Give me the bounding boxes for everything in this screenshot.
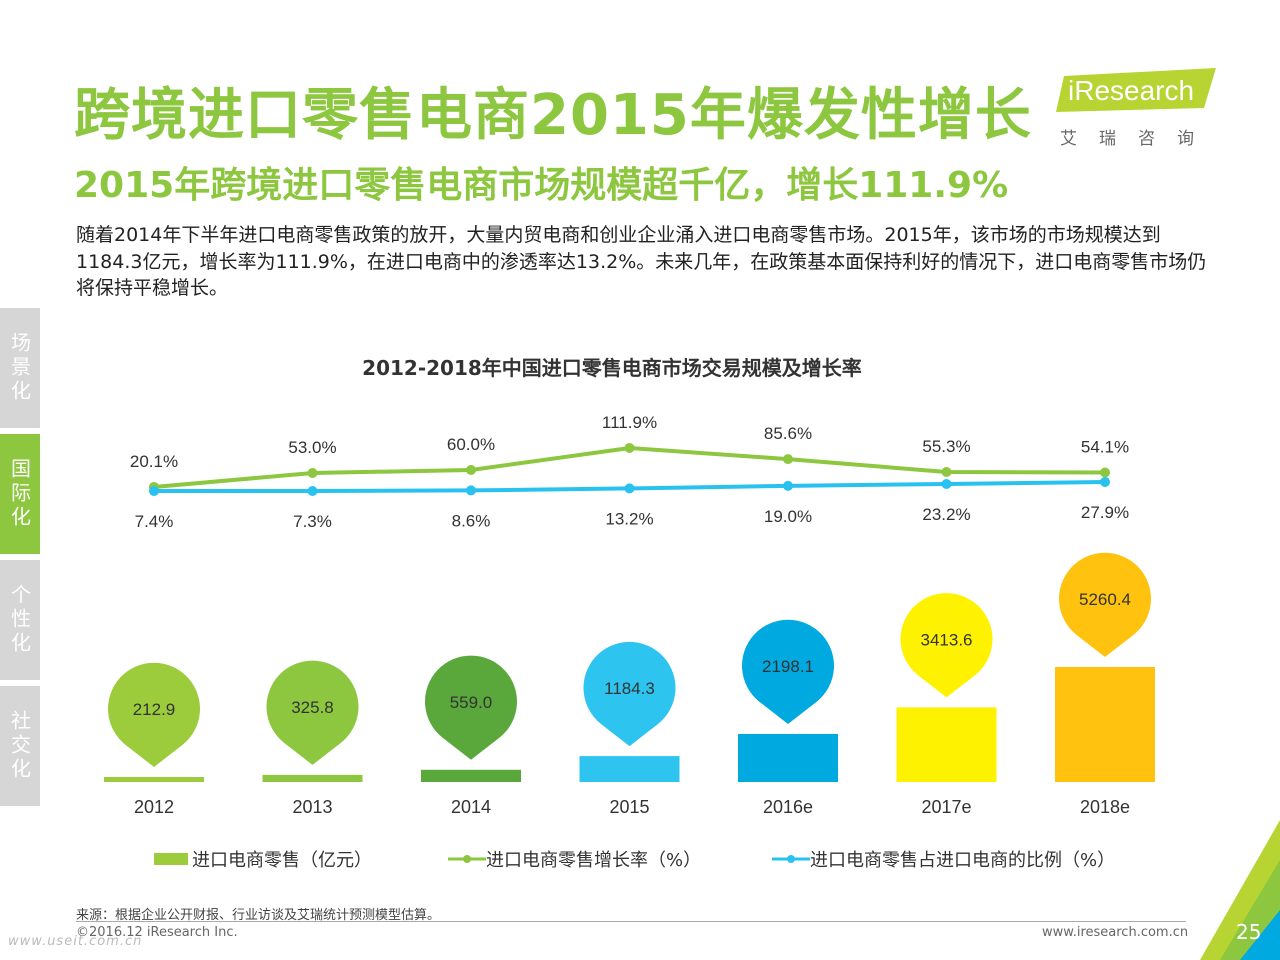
growth-label-2014: 60.0% (447, 435, 495, 454)
share-label-2018e: 27.9% (1081, 503, 1129, 522)
bar-value-label-2015: 1184.3 (604, 679, 655, 698)
copyright-text: ©2016.12 iResearch Inc. (76, 925, 238, 940)
bar-2012 (104, 777, 204, 782)
value-pin-2015 (583, 641, 676, 747)
legend-share-label: 进口电商零售占进口电商的比例（%） (810, 850, 1116, 871)
growth-label-2015: 111.9% (602, 413, 657, 432)
intro-paragraph: 随着2014年下半年进口电商零售政策的放开，大量内贸电商和创业企业涌入进口电商零… (76, 224, 1207, 299)
growth-point-2018e (1100, 467, 1110, 478)
iresearch-logo: iResearch (1056, 68, 1226, 148)
bar-2013 (262, 774, 363, 782)
growth-point-2016e (783, 454, 793, 465)
growth-point-2014 (466, 465, 476, 476)
share-label-2017e: 23.2% (922, 505, 970, 524)
x-tick-label-2013: 2013 (292, 797, 332, 817)
growth-label-2013: 53.0% (288, 438, 336, 457)
bar-value-label-2017e: 3413.6 (921, 630, 973, 649)
value-pin-2012 (108, 662, 200, 767)
share-point-2016e (783, 480, 793, 491)
growth-point-2017e (941, 467, 952, 478)
growth-point-2013 (307, 467, 318, 478)
share-point-2014 (466, 485, 476, 496)
share-point-2013 (307, 485, 318, 496)
growth-label-2012: 20.1% (130, 452, 178, 471)
x-tick-label-2017e: 2017e (921, 797, 971, 817)
value-pin-2013 (266, 660, 359, 765)
legend-item-bar: 进口电商零售（亿元） (154, 846, 372, 872)
x-tick-label-2012: 2012 (134, 797, 174, 817)
page-subtitle: 2015年跨境进口零售电商市场规模超千亿，增长111.9% (74, 165, 1009, 206)
sidenav-item-international[interactable]: 国际化 (0, 434, 40, 554)
sidenav-item-personalized[interactable]: 个性化 (0, 560, 40, 680)
bar-value-label-2016e: 2198.1 (762, 657, 814, 676)
legend-bar-swatch (154, 853, 188, 865)
share-point-2018e (1100, 476, 1110, 487)
growth-label-2017e: 55.3% (922, 437, 970, 456)
bar-2017e (896, 707, 997, 782)
bar-2014 (421, 769, 521, 782)
bar-2015 (579, 756, 680, 782)
page-number: 25 (1236, 920, 1262, 944)
x-tick-label-2016e: 2016e (763, 797, 813, 817)
share-point-2017e (941, 479, 952, 490)
value-pin-2016e (742, 619, 835, 724)
website-link[interactable]: www.iresearch.com.cn (1042, 925, 1189, 940)
logo-cn-text: 艾瑞咨询 (1060, 129, 1216, 149)
share-label-2014: 8.6% (452, 511, 491, 530)
chart-title: 2012-2018年中国进口零售电商市场交易规模及增长率 (362, 356, 862, 380)
bar-2018e (1055, 667, 1155, 782)
share-point-2012 (149, 485, 159, 496)
logo-icon: iResearch (1056, 68, 1216, 112)
bar-value-label-2018e: 5260.4 (1079, 590, 1131, 609)
legend-item-share: 进口电商零售占进口电商的比例（%） (772, 846, 1115, 872)
bar-value-label-2014: 559.0 (450, 693, 493, 712)
bar-2016e (738, 733, 838, 782)
share-point-2015 (624, 483, 635, 494)
growth-label-2016e: 85.6% (764, 424, 812, 443)
share-label-2015: 13.2% (605, 509, 653, 528)
x-tick-label-2015: 2015 (609, 797, 649, 817)
growth-label-2018e: 54.1% (1081, 438, 1129, 457)
sidenav-item-social[interactable]: 社交化 (0, 686, 40, 806)
source-note: 来源：根据企业公开财报、行业访谈及艾瑞统计预测模型估算。 (76, 908, 441, 923)
value-pin-2018e (1059, 552, 1152, 657)
footer-divider (76, 921, 1186, 922)
bar-value-label-2012: 212.9 (133, 700, 176, 719)
watermark-text: www.useit.com.cn (8, 934, 143, 949)
value-pin-2014 (425, 655, 517, 760)
legend-share-swatch (772, 855, 810, 863)
corner-decoration (1200, 820, 1280, 960)
bar-value-label-2013: 325.8 (291, 698, 334, 717)
share-label-2016e: 19.0% (764, 507, 812, 526)
logo-text: iResearch (1068, 75, 1194, 106)
value-pin-2017e (900, 593, 993, 698)
share-label-2012: 7.4% (135, 512, 174, 531)
legend-growth-label: 进口电商零售增长率（%） (486, 850, 702, 871)
share-label-2013: 7.3% (293, 512, 332, 531)
page-title: 跨境进口零售电商2015年爆发性增长 (74, 83, 1032, 148)
growth-point-2015 (624, 442, 635, 453)
x-tick-label-2014: 2014 (451, 797, 491, 817)
legend-growth-swatch (448, 855, 486, 863)
legend-item-growth: 进口电商零售增长率（%） (448, 846, 701, 872)
chart-legend: 进口电商零售（亿元） 进口电商零售增长率（%） 进口电商零售占进口电商的比例（%… (0, 846, 1280, 872)
sidenav-item-scenario[interactable]: 场景化 (0, 308, 40, 428)
legend-bar-label: 进口电商零售（亿元） (192, 850, 372, 871)
x-tick-label-2018e: 2018e (1080, 797, 1130, 817)
